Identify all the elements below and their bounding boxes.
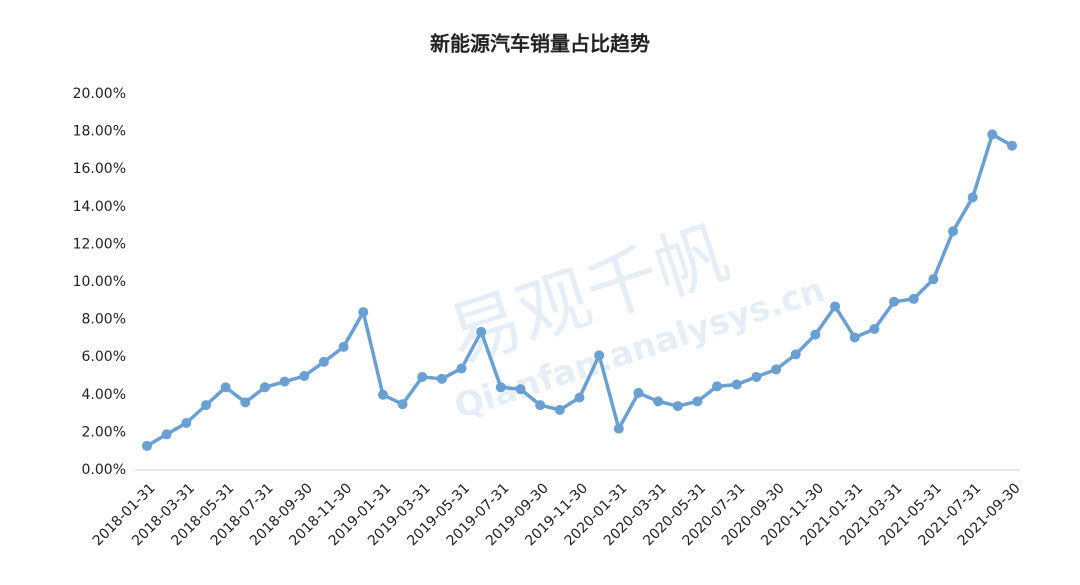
- marker: [849, 332, 860, 343]
- y-tick-label: 12.00%: [73, 236, 126, 252]
- marker: [908, 293, 919, 304]
- y-tick-label: 16.00%: [73, 161, 126, 177]
- marker: [554, 404, 565, 415]
- y-tick-label: 2.00%: [82, 424, 126, 440]
- marker: [889, 296, 900, 307]
- marker: [751, 371, 762, 382]
- y-tick-label: 0.00%: [82, 462, 126, 478]
- marker: [476, 326, 487, 337]
- marker: [495, 382, 506, 393]
- marker: [318, 356, 329, 367]
- y-tick-label: 4.00%: [82, 387, 126, 403]
- marker: [259, 382, 270, 393]
- y-tick-label: 18.00%: [73, 124, 126, 140]
- marker: [535, 400, 546, 411]
- marker: [377, 389, 388, 400]
- marker: [653, 396, 664, 407]
- marker: [771, 364, 782, 375]
- y-tick-label: 10.00%: [73, 274, 126, 290]
- marker: [948, 226, 959, 237]
- marker: [810, 329, 821, 340]
- y-tick-label: 6.00%: [82, 349, 126, 365]
- marker: [869, 324, 880, 334]
- marker: [672, 401, 683, 412]
- y-tick-label: 14.00%: [73, 199, 126, 215]
- marker: [200, 400, 211, 411]
- marker: [358, 307, 369, 318]
- marker: [928, 274, 939, 285]
- marker: [613, 423, 624, 434]
- marker: [987, 129, 998, 140]
- marker: [692, 396, 703, 407]
- chart-title: 新能源汽车销量占比趋势: [430, 32, 650, 56]
- marker: [220, 382, 231, 393]
- marker: [731, 379, 742, 390]
- marker: [967, 192, 978, 203]
- marker: [574, 392, 585, 403]
- y-tick-label: 8.00%: [82, 312, 126, 328]
- marker: [830, 301, 841, 312]
- marker: [299, 371, 310, 381]
- marker: [240, 397, 251, 408]
- marker: [436, 373, 447, 384]
- marker: [181, 418, 192, 428]
- marker: [1007, 140, 1017, 151]
- marker: [712, 381, 723, 392]
- marker: [279, 376, 290, 387]
- marker: [338, 341, 349, 352]
- marker: [790, 349, 801, 360]
- y-tick-label: 20.00%: [73, 86, 126, 102]
- marker: [417, 371, 428, 382]
- marker: [142, 440, 152, 451]
- marker: [515, 384, 526, 395]
- marker: [594, 350, 605, 361]
- marker: [633, 387, 644, 398]
- marker: [456, 363, 467, 374]
- marker: [161, 429, 172, 440]
- marker: [397, 399, 408, 410]
